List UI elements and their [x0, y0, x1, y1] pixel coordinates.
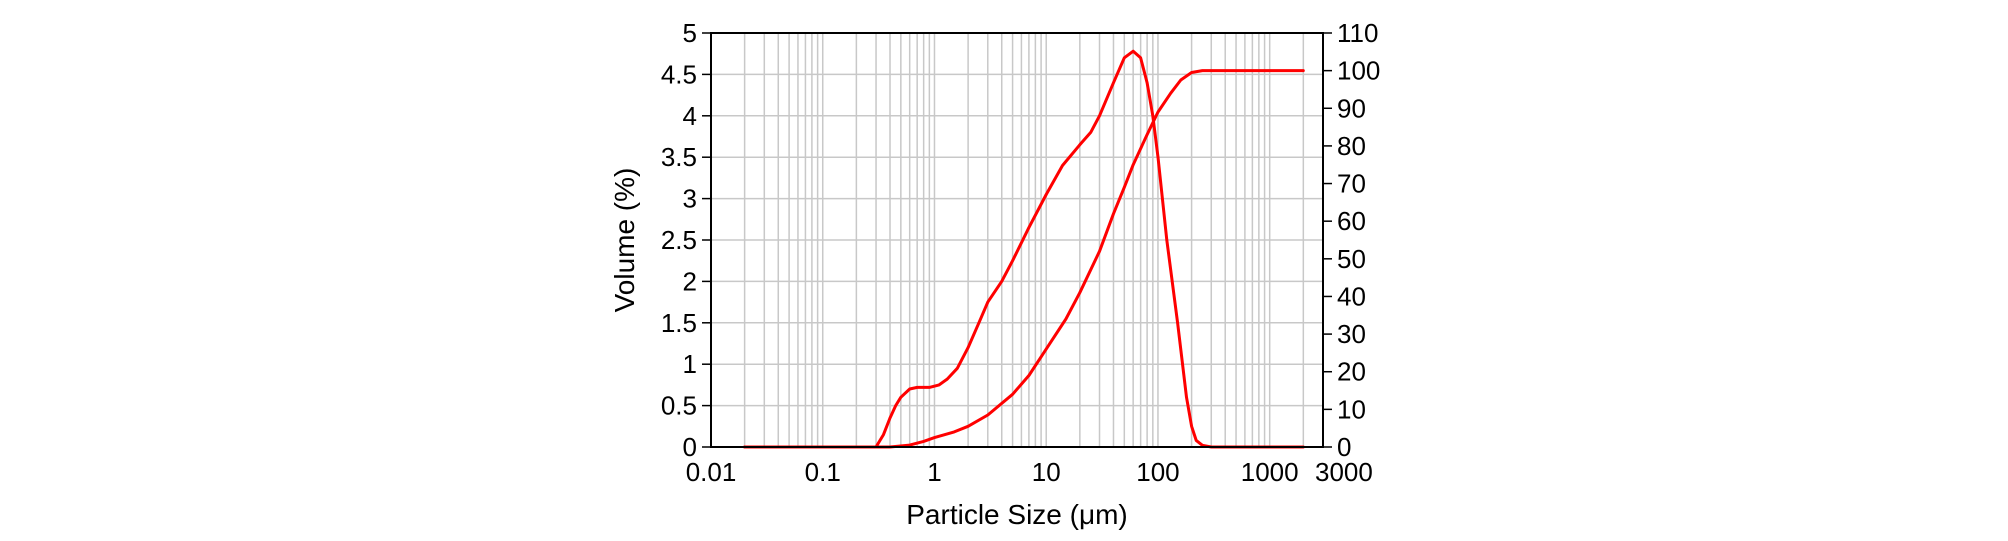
y-left-tick-label: 0 — [683, 432, 697, 462]
x-axis-title: Particle Size (μm) — [906, 499, 1128, 530]
series-line-right — [743, 69, 1305, 449]
y-right-tick-label: 0 — [1337, 432, 1351, 462]
y-right-tick-label: 50 — [1337, 244, 1366, 274]
y-right-tick-label: 70 — [1337, 169, 1366, 199]
series-line-left — [743, 49, 1305, 449]
y-right-tick-label: 100 — [1337, 56, 1380, 86]
y-left-tick-label: 2 — [683, 266, 697, 296]
y-left-tick-label: 5 — [683, 18, 697, 48]
y-left-tick-label: 4.5 — [661, 59, 697, 89]
x-tick-label: 100 — [1136, 457, 1179, 487]
x-tick-label: 1 — [927, 457, 941, 487]
y-right-tick-label: 40 — [1337, 281, 1366, 311]
y-left-tick-label: 1.5 — [661, 308, 697, 338]
y-right-tick-label: 110 — [1337, 18, 1378, 48]
y-right-tick-label: 80 — [1337, 131, 1366, 161]
y-right-tick-label: 10 — [1337, 394, 1366, 424]
x-tick-label: 10 — [1032, 457, 1061, 487]
plot-frame — [710, 32, 1324, 448]
y-left-tick-label: 3.5 — [661, 142, 697, 172]
tick-marks — [702, 32, 1332, 448]
y-right-tick-label: 60 — [1337, 206, 1366, 236]
x-tick-label: 0.01 — [686, 457, 737, 487]
x-tick-label: 3000 — [1315, 457, 1373, 487]
y-left-tick-labels: 0 0.5 1 1.5 2 2.5 3 3.5 4 4.5 5 — [661, 18, 697, 462]
x-tick-label: 0.1 — [805, 457, 841, 487]
y-right-tick-label: 30 — [1337, 319, 1366, 349]
y-left-tick-label: 1 — [683, 349, 697, 379]
y-right-tick-labels: 0 10 20 30 40 50 60 70 80 90 100 110 — [1337, 18, 1380, 462]
y-left-tick-label: 2.5 — [661, 225, 697, 255]
y-left-tick-label: 4 — [683, 101, 697, 131]
series-lines — [743, 49, 1305, 449]
x-tick-label: 1000 — [1241, 457, 1299, 487]
y-left-tick-label: 3 — [683, 184, 697, 214]
y-left-tick-label: 0.5 — [661, 391, 697, 421]
y-right-tick-label: 90 — [1337, 93, 1366, 123]
y-axis-title: Volume (%) — [609, 168, 640, 313]
grid-lines — [711, 33, 1323, 447]
x-tick-labels: 0.01 0.1 1 10 100 1000 3000 — [686, 457, 1373, 487]
y-right-tick-label: 20 — [1337, 357, 1366, 387]
